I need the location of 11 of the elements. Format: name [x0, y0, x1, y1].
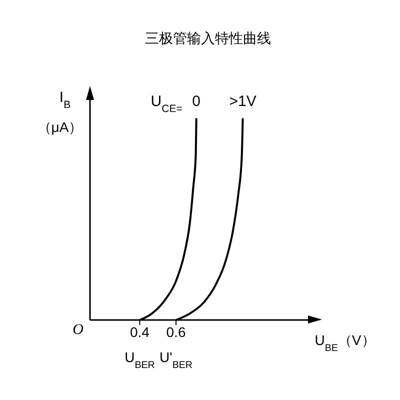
- annotation: U$_{BER}$: [124, 349, 155, 370]
- legend-title: U$_{CE=}$: [150, 93, 182, 116]
- x-tick-label: 0.4: [130, 324, 150, 340]
- series-label: 0: [192, 93, 201, 110]
- annotation: U'$_{BER}$: [160, 349, 192, 370]
- y-axis-title: I$_{B}$ （μA）: [37, 89, 83, 135]
- text: O: [72, 322, 84, 338]
- x-tick-label: 0.6: [166, 324, 186, 340]
- chart-title: 三极管输入特性曲线: [144, 30, 272, 49]
- x-axis-title: U$_{BE}$（V）: [314, 332, 376, 354]
- series-label: >1V: [229, 93, 256, 110]
